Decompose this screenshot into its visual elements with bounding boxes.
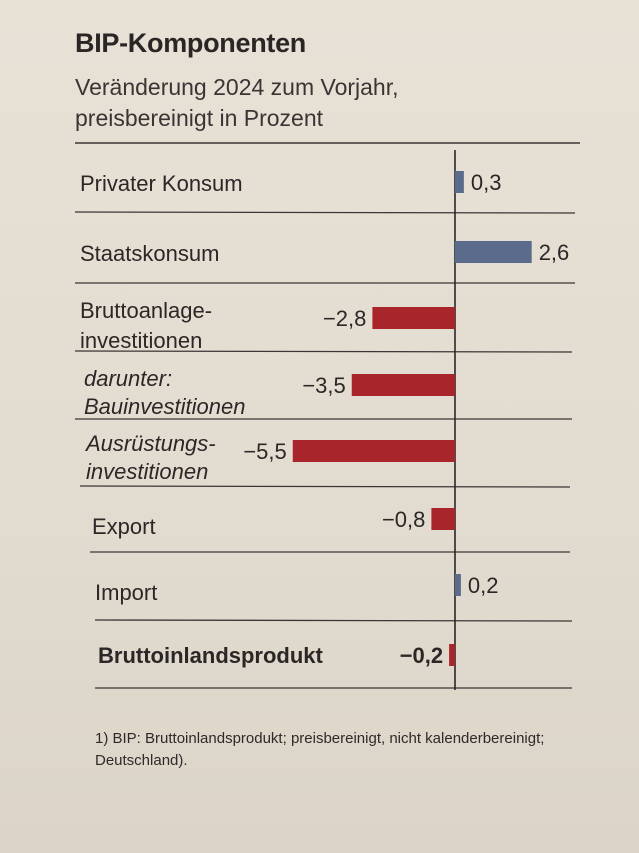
chart-subtitle-line-1: Veränderung 2024 zum Vorjahr, <box>75 74 399 100</box>
row-separator <box>74 211 576 214</box>
row-label-6-line-1: Export <box>92 514 156 539</box>
row-label-4-line-1: darunter: <box>84 366 172 391</box>
footnote-line-1: 1) BIP: Bruttoinlandsprodukt; preisberei… <box>95 730 545 747</box>
bar-3 <box>372 307 455 329</box>
row-label-1-line-1: Privater Konsum <box>80 171 243 196</box>
row-label-8-line-1: Bruttoinlandsprodukt <box>98 643 324 668</box>
row-separator <box>79 485 571 488</box>
bar-6 <box>431 508 455 530</box>
chart-subtitle-line-2: preisbereinigt in Prozent <box>75 105 324 131</box>
row-separator <box>94 619 573 622</box>
value-label-2: 2,6 <box>539 240 570 265</box>
row-label-2-line-1: Staatskonsum <box>80 241 219 266</box>
row-label-7-line-1: Import <box>95 580 157 605</box>
row-separator <box>74 350 573 353</box>
value-label-7: 0,2 <box>468 573 499 598</box>
value-label-6: −0,8 <box>382 507 425 532</box>
bar-8 <box>449 644 455 666</box>
bar-1 <box>455 171 464 193</box>
value-label-8: −0,2 <box>400 643 443 668</box>
chart-title: BIP-Komponenten <box>75 28 306 58</box>
row-label-5-line-1: Ausrüstungs- <box>84 431 216 456</box>
value-label-1: 0,3 <box>471 170 502 195</box>
row-label-3-line-2: investitionen <box>80 328 202 353</box>
footnote-line-2: Deutschland). <box>95 752 188 769</box>
value-label-3: −2,8 <box>323 306 366 331</box>
row-label-3-line-1: Bruttoanlage- <box>80 298 212 323</box>
bar-4 <box>351 374 455 396</box>
bar-7 <box>455 574 461 596</box>
value-label-4: −3,5 <box>302 373 345 398</box>
row-label-4-line-2: Bauinvestitionen <box>84 394 245 419</box>
value-label-5: −5,5 <box>243 439 286 464</box>
row-label-5-line-2: investitionen <box>86 459 208 484</box>
bar-5 <box>292 440 455 462</box>
bar-2 <box>455 241 532 263</box>
